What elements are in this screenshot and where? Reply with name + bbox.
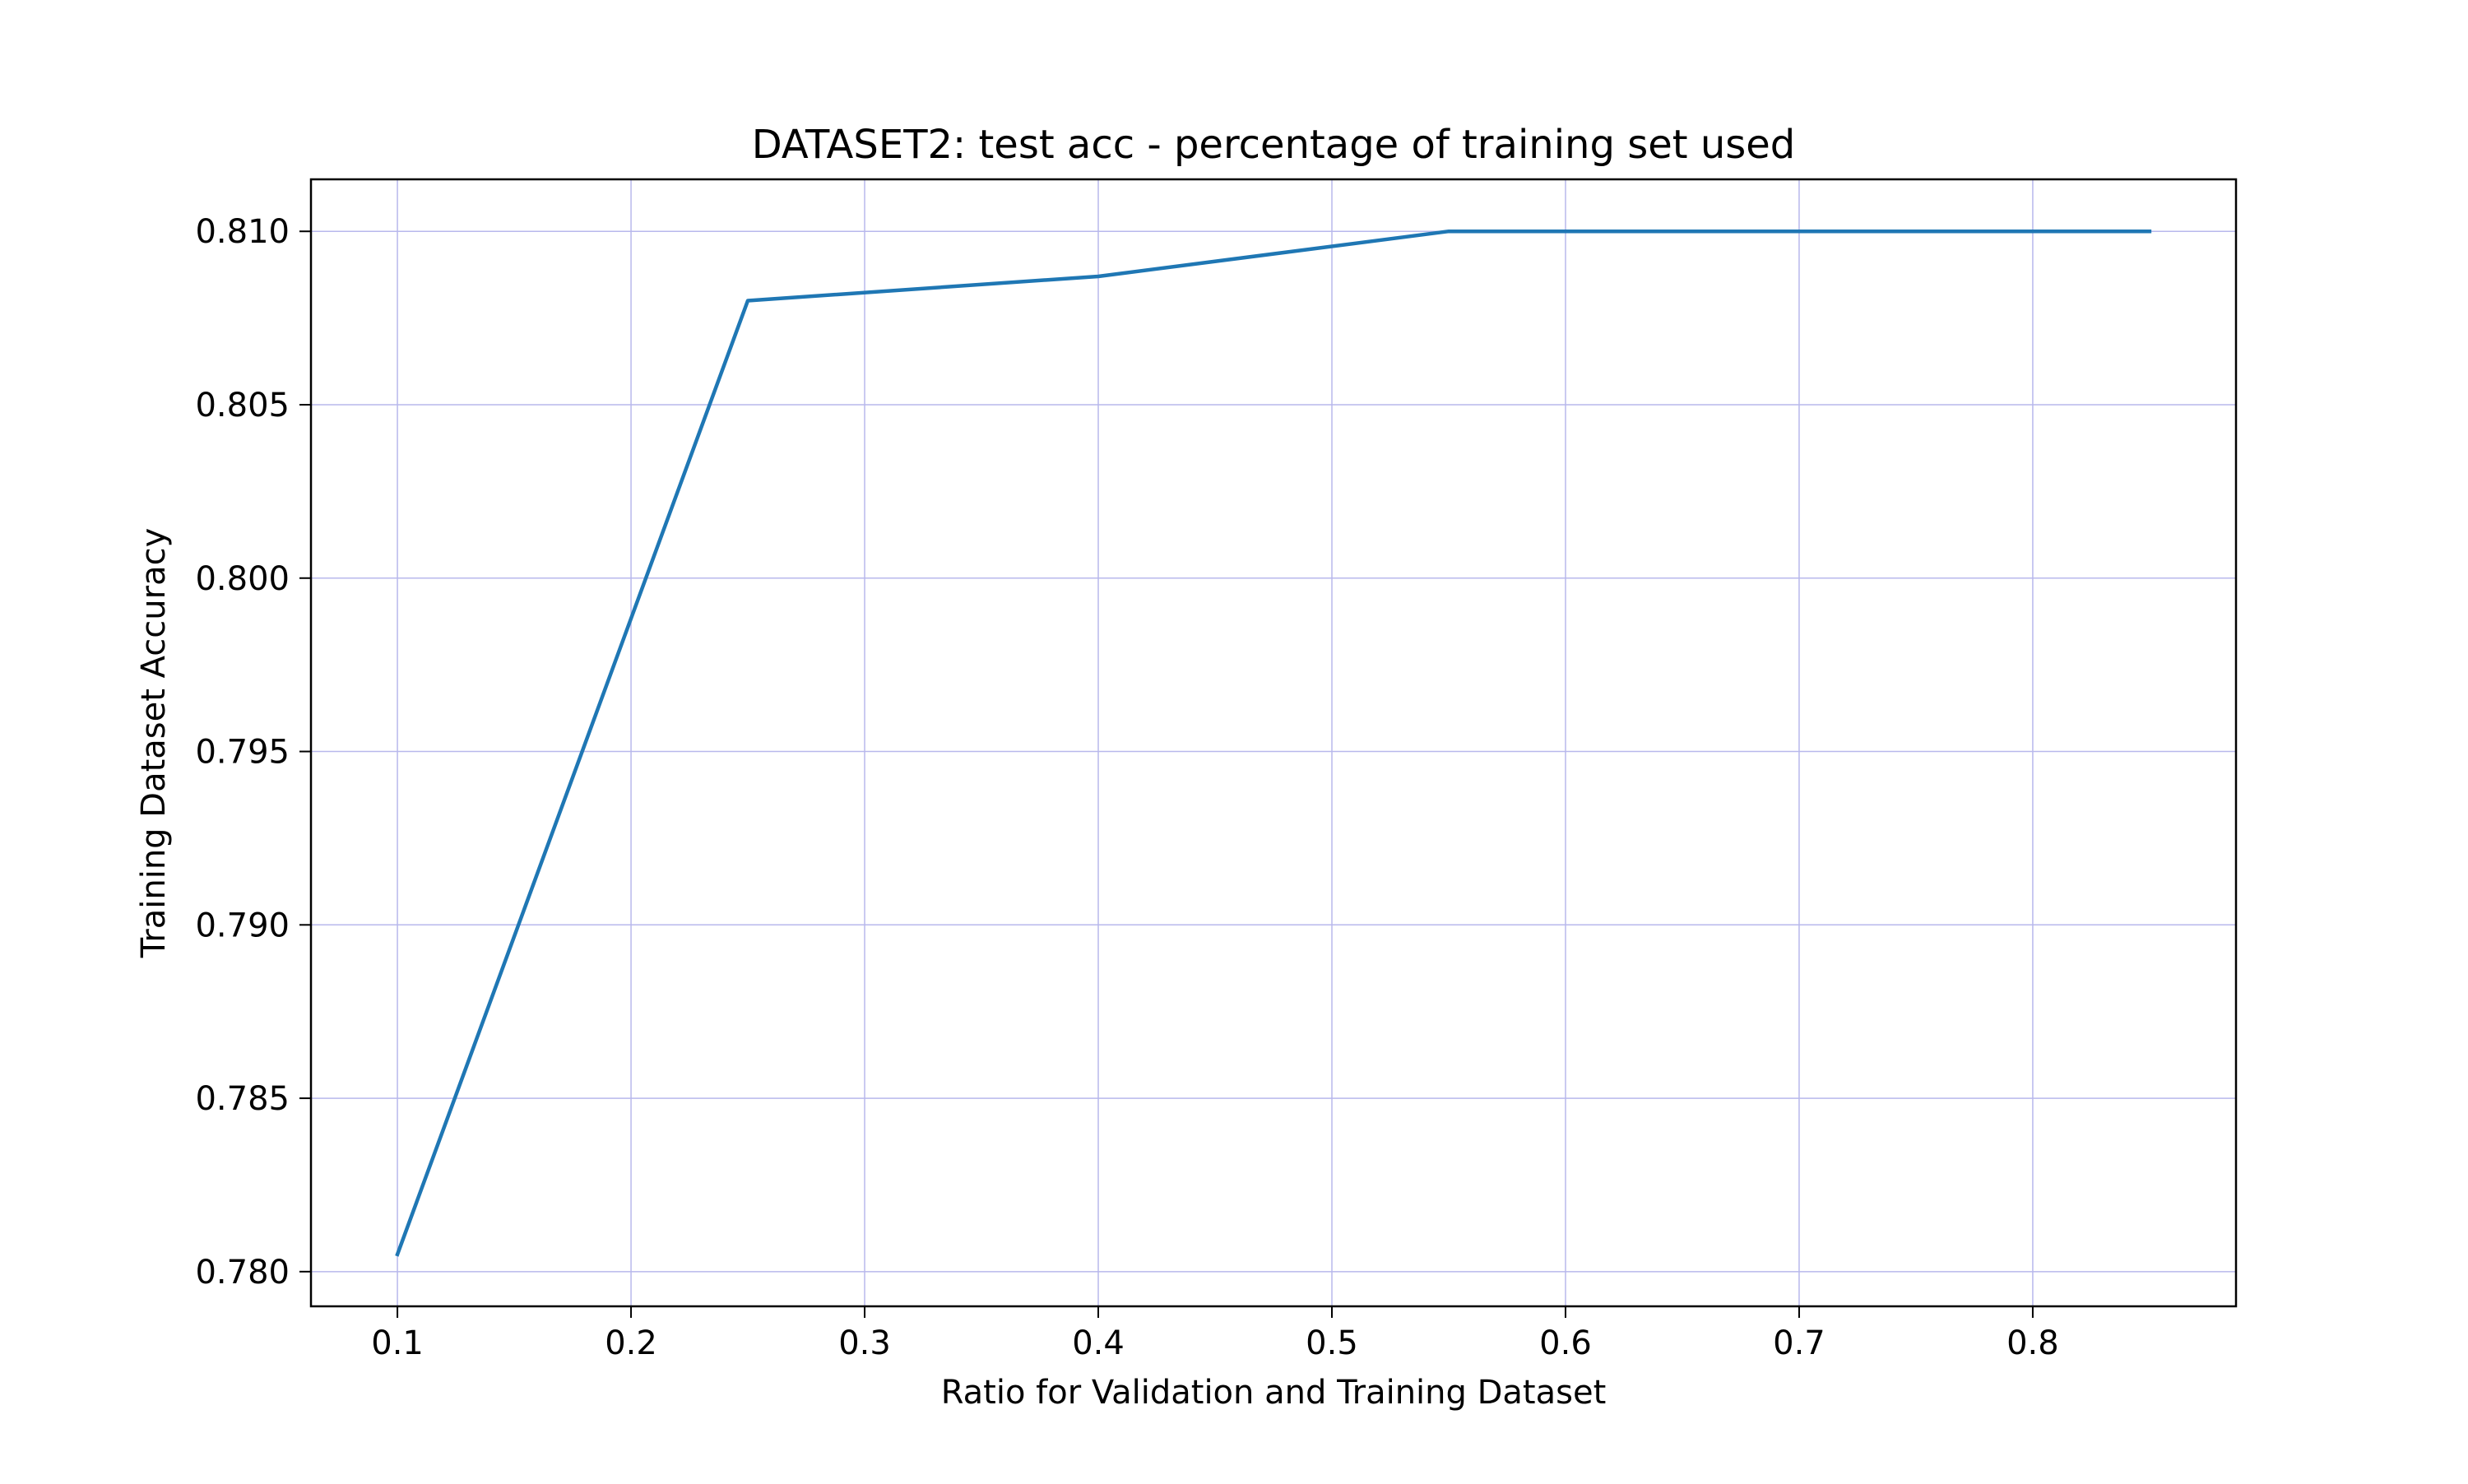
x-tick-label: 0.2 [605,1324,657,1362]
y-axis-label: Training Dataset Accuracy [135,528,173,959]
x-tick-label: 0.5 [1306,1324,1358,1362]
chart-title: DATASET2: test acc - percentage of train… [752,122,1796,168]
x-tick-label: 0.1 [371,1324,424,1362]
x-tick-label: 0.8 [2006,1324,2059,1362]
y-tick-label: 0.780 [195,1254,290,1292]
x-tick-label: 0.4 [1072,1324,1125,1362]
y-tick-label: 0.785 [195,1080,290,1118]
x-axis-label: Ratio for Validation and Training Datase… [941,1374,1607,1412]
x-tick-label: 0.6 [1539,1324,1592,1362]
series-layer [395,229,2152,1257]
y-axis-ticks: 0.780 0.785 0.790 0.795 0.800 0.805 0.810 [195,213,311,1292]
grid [311,179,2236,1306]
series-line [395,229,2152,1257]
x-tick-label: 0.7 [1773,1324,1825,1362]
x-tick-label: 0.3 [838,1324,891,1362]
plot-frame [309,178,2238,1308]
y-tick-label: 0.810 [195,213,290,251]
y-tick-label: 0.795 [195,734,290,772]
y-tick-label: 0.805 [195,387,290,424]
x-axis-ticks: 0.1 0.2 0.3 0.4 0.5 0.6 0.7 0.8 [371,1306,2059,1362]
y-tick-label: 0.800 [195,560,290,598]
y-tick-label: 0.790 [195,907,290,944]
